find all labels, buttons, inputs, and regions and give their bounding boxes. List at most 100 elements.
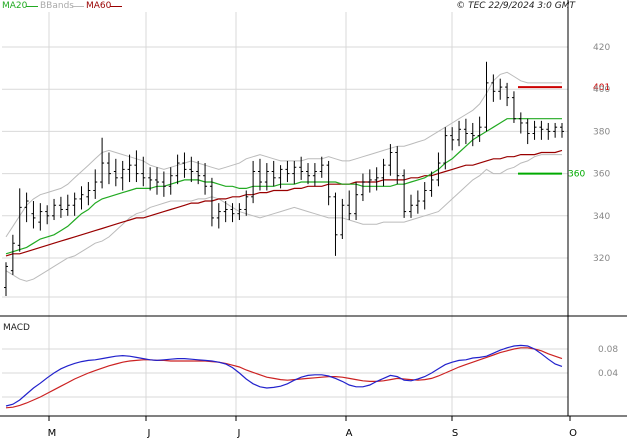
- ohlc-bar: [553, 122, 558, 138]
- price-tick-label: 340: [593, 212, 610, 222]
- month-label: J: [237, 428, 241, 439]
- ohlc-bar: [148, 167, 153, 191]
- ohlc-bar: [141, 156, 146, 187]
- ohlc-bar: [374, 167, 379, 191]
- bollinger-bands: [5, 71, 562, 282]
- ohlc-bar: [546, 122, 551, 140]
- ohlc-bar: [319, 156, 324, 178]
- macd-tick-label: 0.08: [598, 345, 618, 355]
- ohlc-bar: [38, 203, 43, 231]
- ohlc-bar: [257, 158, 262, 191]
- ohlc-bar: [175, 154, 180, 185]
- ohlc-bar: [402, 169, 407, 218]
- chart-credit: © TEC 22/9/2024 3:0 GMT: [456, 1, 575, 11]
- tick-labels: 320 340 360 380 400 420 0.04 0.08 M J J A S O: [48, 43, 619, 439]
- ohlc-bar: [120, 160, 125, 191]
- price-panel-gridlines: [2, 12, 568, 416]
- ohlc-bar: [443, 127, 448, 170]
- ohlc-bar: [230, 203, 235, 223]
- ohlc-bar: [127, 154, 132, 183]
- ohlc-bar: [381, 158, 386, 187]
- macd-panel-gridlines: [2, 348, 568, 398]
- legend-bbands: BBands: [40, 0, 74, 12]
- ohlc-bar: [360, 173, 365, 202]
- ohlc-bar: [415, 190, 420, 214]
- ohlc-bar: [340, 198, 345, 240]
- month-label: O: [569, 428, 577, 439]
- ohlc-bar: [457, 120, 462, 147]
- level-label: 360: [568, 170, 585, 180]
- ohlc-bar: [436, 152, 441, 187]
- bbands-upper-line: [5, 71, 562, 238]
- ohlc-bar: [196, 160, 201, 185]
- price-tick-label: 400: [593, 85, 610, 95]
- ohlc-bar: [326, 160, 331, 206]
- price-tick-label: 320: [593, 254, 610, 264]
- ohlc-bar: [422, 182, 427, 210]
- ohlc-bar: [292, 160, 297, 185]
- ohlc-bar: [511, 91, 516, 123]
- macd-line: [5, 344, 563, 407]
- ohlc-bar: [518, 112, 523, 134]
- ohlc-bar: [347, 190, 352, 221]
- ohlc-bar: [223, 201, 228, 223]
- macd-lines: [5, 344, 563, 409]
- ohlc-bar: [271, 160, 276, 187]
- ohlc-bar: [79, 186, 84, 210]
- ma20-line: [5, 118, 562, 255]
- ohlc-bar: [182, 152, 187, 178]
- ohlc-bar: [17, 188, 22, 252]
- legend-bbands-label: BBands: [40, 1, 74, 11]
- ohlc-bar: [491, 74, 496, 102]
- ohlc-bar: [367, 169, 372, 193]
- ohlc-bar: [505, 82, 510, 107]
- month-label: J: [147, 428, 151, 439]
- month-label: A: [346, 428, 353, 439]
- ohlc-bar: [429, 171, 434, 197]
- ohlc-bar: [251, 160, 256, 204]
- legend-ma60-label: MA60: [86, 1, 112, 11]
- ohlc-bar: [285, 160, 290, 183]
- ohlc-bar: [395, 146, 400, 185]
- ohlc-bar: [65, 194, 70, 216]
- macd-panel-title: MACD: [3, 323, 30, 333]
- moving-averages: [5, 118, 563, 257]
- macd-tick-label: 0.04: [598, 369, 618, 379]
- ohlc-bar: [560, 122, 564, 138]
- ohlc-bar: [244, 190, 249, 216]
- price-tick-label: 420: [593, 43, 610, 53]
- legend-bbands-swatch: [72, 6, 84, 7]
- legend-ma60-swatch: [110, 6, 122, 7]
- month-label: M: [48, 428, 57, 439]
- ohlc-bar: [100, 137, 105, 189]
- ohlc-bar: [58, 196, 63, 218]
- ma60-line: [5, 149, 563, 257]
- ohlc-bar: [209, 177, 214, 227]
- ohlc-bar: [388, 144, 393, 176]
- ohlc-bar: [264, 163, 269, 191]
- ohlc-bar: [484, 61, 489, 132]
- month-label: S: [452, 428, 458, 439]
- level-label: 401: [593, 83, 610, 93]
- legend-ma60: MA60: [86, 0, 111, 12]
- ohlc-bar: [86, 182, 91, 206]
- ohlc-bar: [306, 163, 311, 185]
- ohlc-bar: [470, 122, 475, 147]
- ohlc-bar: [161, 171, 166, 197]
- ohlc-bar: [539, 120, 544, 140]
- ohlc-bar: [299, 156, 304, 180]
- ohlc-bar: [134, 150, 139, 183]
- ohlc-bar: [93, 169, 98, 199]
- ohlc-bar: [168, 167, 173, 195]
- ohlc-bar: [10, 234, 15, 275]
- bbands-lower-line: [5, 154, 562, 282]
- ohlc-bar: [45, 205, 50, 225]
- legend-ma20-swatch: [26, 6, 38, 7]
- ohlc-bar: [113, 158, 118, 187]
- ohlc-bar: [31, 201, 36, 229]
- ohlc-bars: [4, 61, 564, 296]
- ohlc-bar: [203, 163, 208, 195]
- macd-signal-line: [5, 347, 563, 409]
- ohlc-bar: [52, 198, 57, 221]
